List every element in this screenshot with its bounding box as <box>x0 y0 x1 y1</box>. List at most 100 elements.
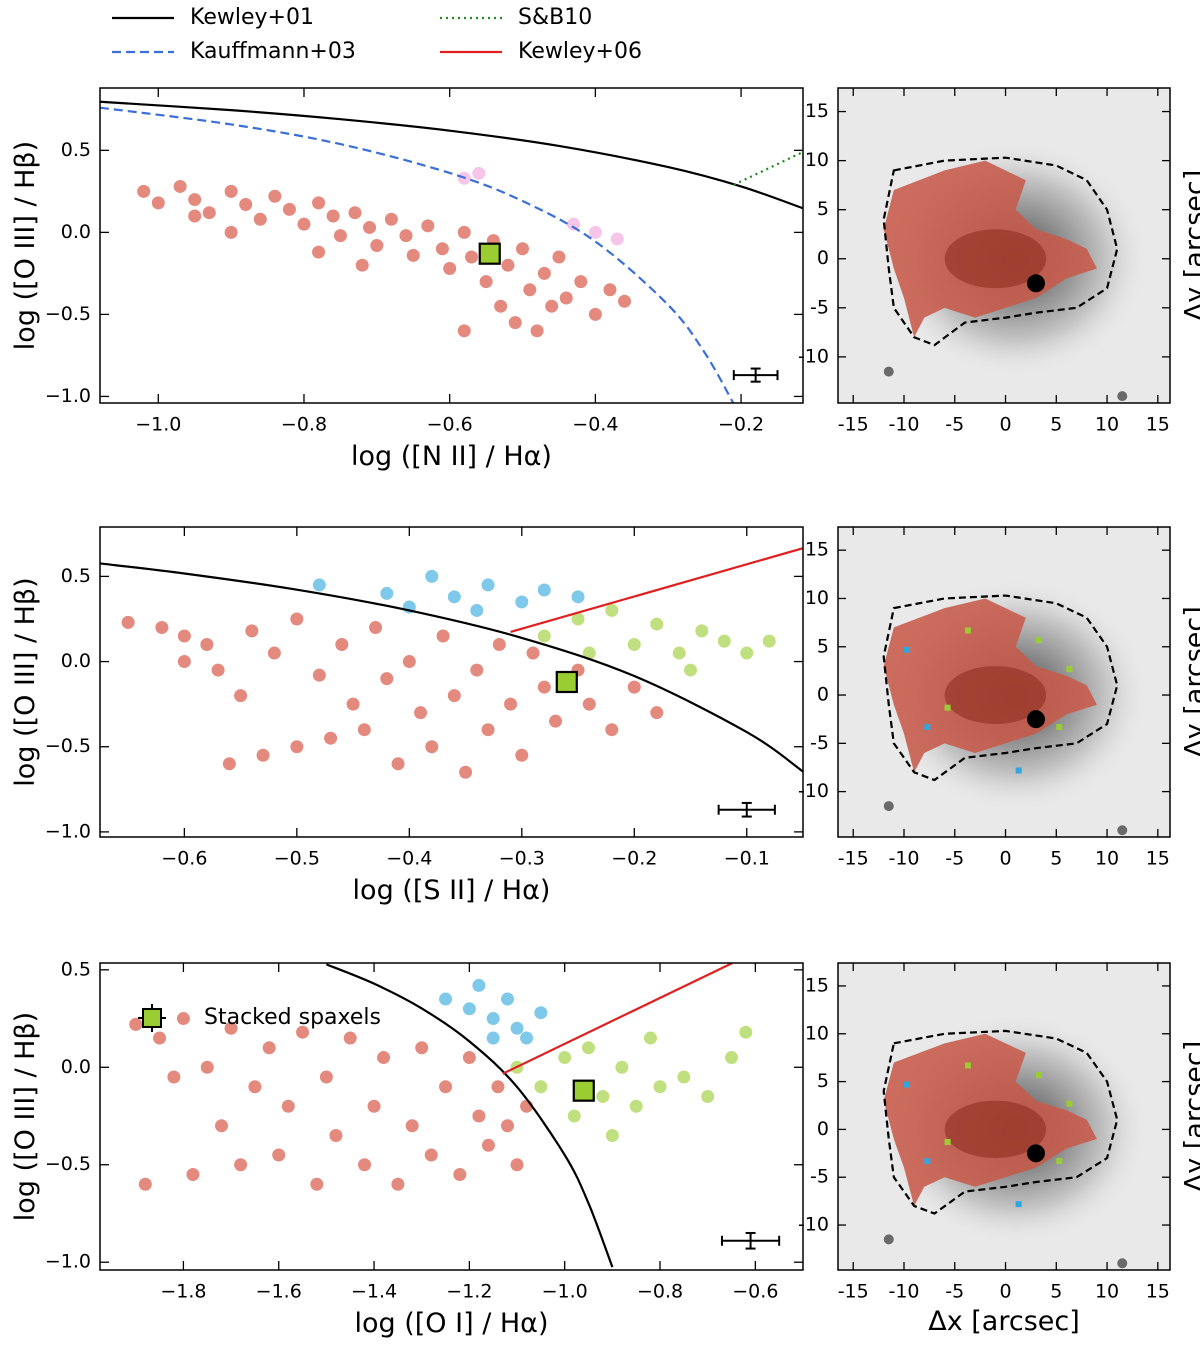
spaxel-point <box>439 1080 453 1094</box>
spaxel-point <box>222 757 236 771</box>
map-panel: -15 -10 -5 0 5 10 15 15 10 5 0 -5 -10 Δy [arcsec] <box>798 526 1200 870</box>
classification-pixel <box>1066 666 1073 673</box>
spaxel-point <box>245 624 259 638</box>
spaxel-point <box>537 583 551 597</box>
spaxel-point <box>415 1041 429 1055</box>
spaxel-point <box>492 638 506 652</box>
x-tick-label: 0 <box>999 414 1011 436</box>
x-tick-label: -5 <box>945 1281 964 1303</box>
spaxel-point <box>239 197 253 211</box>
bright-source <box>1026 1144 1045 1163</box>
y-tick-label: 5 <box>817 1070 829 1092</box>
y-tick-label: 10 <box>805 1022 829 1044</box>
spaxel-point <box>537 680 551 694</box>
contour <box>882 1029 1119 1215</box>
spaxel-point <box>215 1119 229 1133</box>
spaxel-point <box>436 629 450 643</box>
y-tick-label: 5 <box>817 635 829 657</box>
y-tick-label: 0.0 <box>61 650 91 672</box>
spaxel-point <box>384 212 398 226</box>
x-tick-label: 10 <box>1095 414 1119 436</box>
spaxel-point <box>248 1080 262 1094</box>
spaxel-point <box>650 706 664 720</box>
star <box>883 366 894 377</box>
x-axis-label: log ([O I] / Hα) <box>354 1308 548 1339</box>
spaxel-point <box>472 978 486 992</box>
spaxel-point <box>459 765 473 779</box>
y-tick-label: 0 <box>817 1118 829 1140</box>
y-tick-label: 0 <box>817 684 829 706</box>
spaxel-point <box>618 294 632 308</box>
spaxel-point <box>465 250 479 264</box>
classification-pixel <box>903 646 910 653</box>
x-tick-label: −0.8 <box>281 414 327 436</box>
spaxel-point <box>508 316 522 330</box>
x-tick-label: −0.5 <box>274 848 320 870</box>
spaxel-point <box>534 1006 548 1020</box>
spaxel-point <box>200 1060 214 1074</box>
spaxel-point <box>224 225 238 239</box>
spaxel-point <box>695 624 709 638</box>
spaxel-point <box>453 1167 467 1181</box>
spaxel-point <box>425 569 439 583</box>
spaxel-point <box>486 1031 500 1045</box>
map-panel: -15 -10 -5 0 5 10 15 15 10 5 0 -5 -10 Δy [arcsec] <box>798 87 1200 436</box>
x-tick-label: -5 <box>945 848 964 870</box>
x-tick-label: -10 <box>888 1281 919 1303</box>
x-tick-label: 5 <box>1050 1281 1062 1303</box>
x-axis-label: Δx [arcsec] <box>928 1306 1080 1337</box>
spaxel-point <box>380 586 394 600</box>
y-tick-label: 0.5 <box>61 565 91 587</box>
spaxel-point <box>312 196 326 210</box>
spaxel-point <box>472 166 486 180</box>
demarcation-line <box>100 562 803 773</box>
spaxel-point <box>256 748 270 762</box>
spaxel-point <box>224 184 238 198</box>
spaxel-point <box>627 638 641 652</box>
x-tick-label: −1.4 <box>351 1281 397 1303</box>
demarcation-line <box>510 547 803 633</box>
spaxel-point <box>605 1129 619 1143</box>
stacked-spaxels <box>478 242 501 265</box>
spaxel-point <box>324 731 338 745</box>
demarcation-line <box>100 100 803 210</box>
spaxel-point <box>567 1109 581 1123</box>
spaxel-point <box>155 620 169 634</box>
spaxel-point <box>177 629 191 643</box>
y-tick-label: -5 <box>810 1166 829 1188</box>
spaxel-point <box>582 1041 596 1055</box>
x-tick-label: −0.1 <box>724 848 770 870</box>
x-tick-label: −1.8 <box>160 1281 206 1303</box>
y-tick-label: 0.0 <box>61 1056 91 1078</box>
spaxel-point <box>717 634 731 648</box>
y-tick-label: −1.0 <box>45 1251 91 1273</box>
x-tick-label: -15 <box>838 1281 869 1303</box>
y-tick-label: −1.0 <box>45 820 91 842</box>
y-axis-label: Δy [arcsec] <box>1180 170 1200 322</box>
spaxel-point <box>211 663 225 677</box>
star <box>1117 1258 1128 1269</box>
spaxel-point <box>186 1167 200 1181</box>
spaxel-point <box>684 663 698 677</box>
contour <box>882 156 1119 347</box>
spaxel-point <box>470 663 484 677</box>
spaxel-point <box>571 590 585 604</box>
spaxel-point <box>501 1119 515 1133</box>
spaxel-point <box>310 1177 324 1191</box>
spaxel-point <box>650 617 664 631</box>
plot-area <box>129 963 781 1268</box>
demarcation-line <box>733 150 803 186</box>
y-tick-label: 10 <box>805 149 829 171</box>
axes-frame <box>99 962 804 1271</box>
classification-pixel <box>924 724 931 731</box>
spaxel-point <box>515 748 529 762</box>
x-tick-label: −0.2 <box>718 414 764 436</box>
classification-pixel <box>1056 724 1063 731</box>
star <box>1117 825 1128 836</box>
spaxel-point <box>653 1080 667 1094</box>
spaxel-point <box>391 757 405 771</box>
spaxel-point <box>326 209 340 223</box>
spaxel-point <box>615 1060 629 1074</box>
axes-frame <box>99 526 804 838</box>
spaxel-point <box>121 615 135 629</box>
